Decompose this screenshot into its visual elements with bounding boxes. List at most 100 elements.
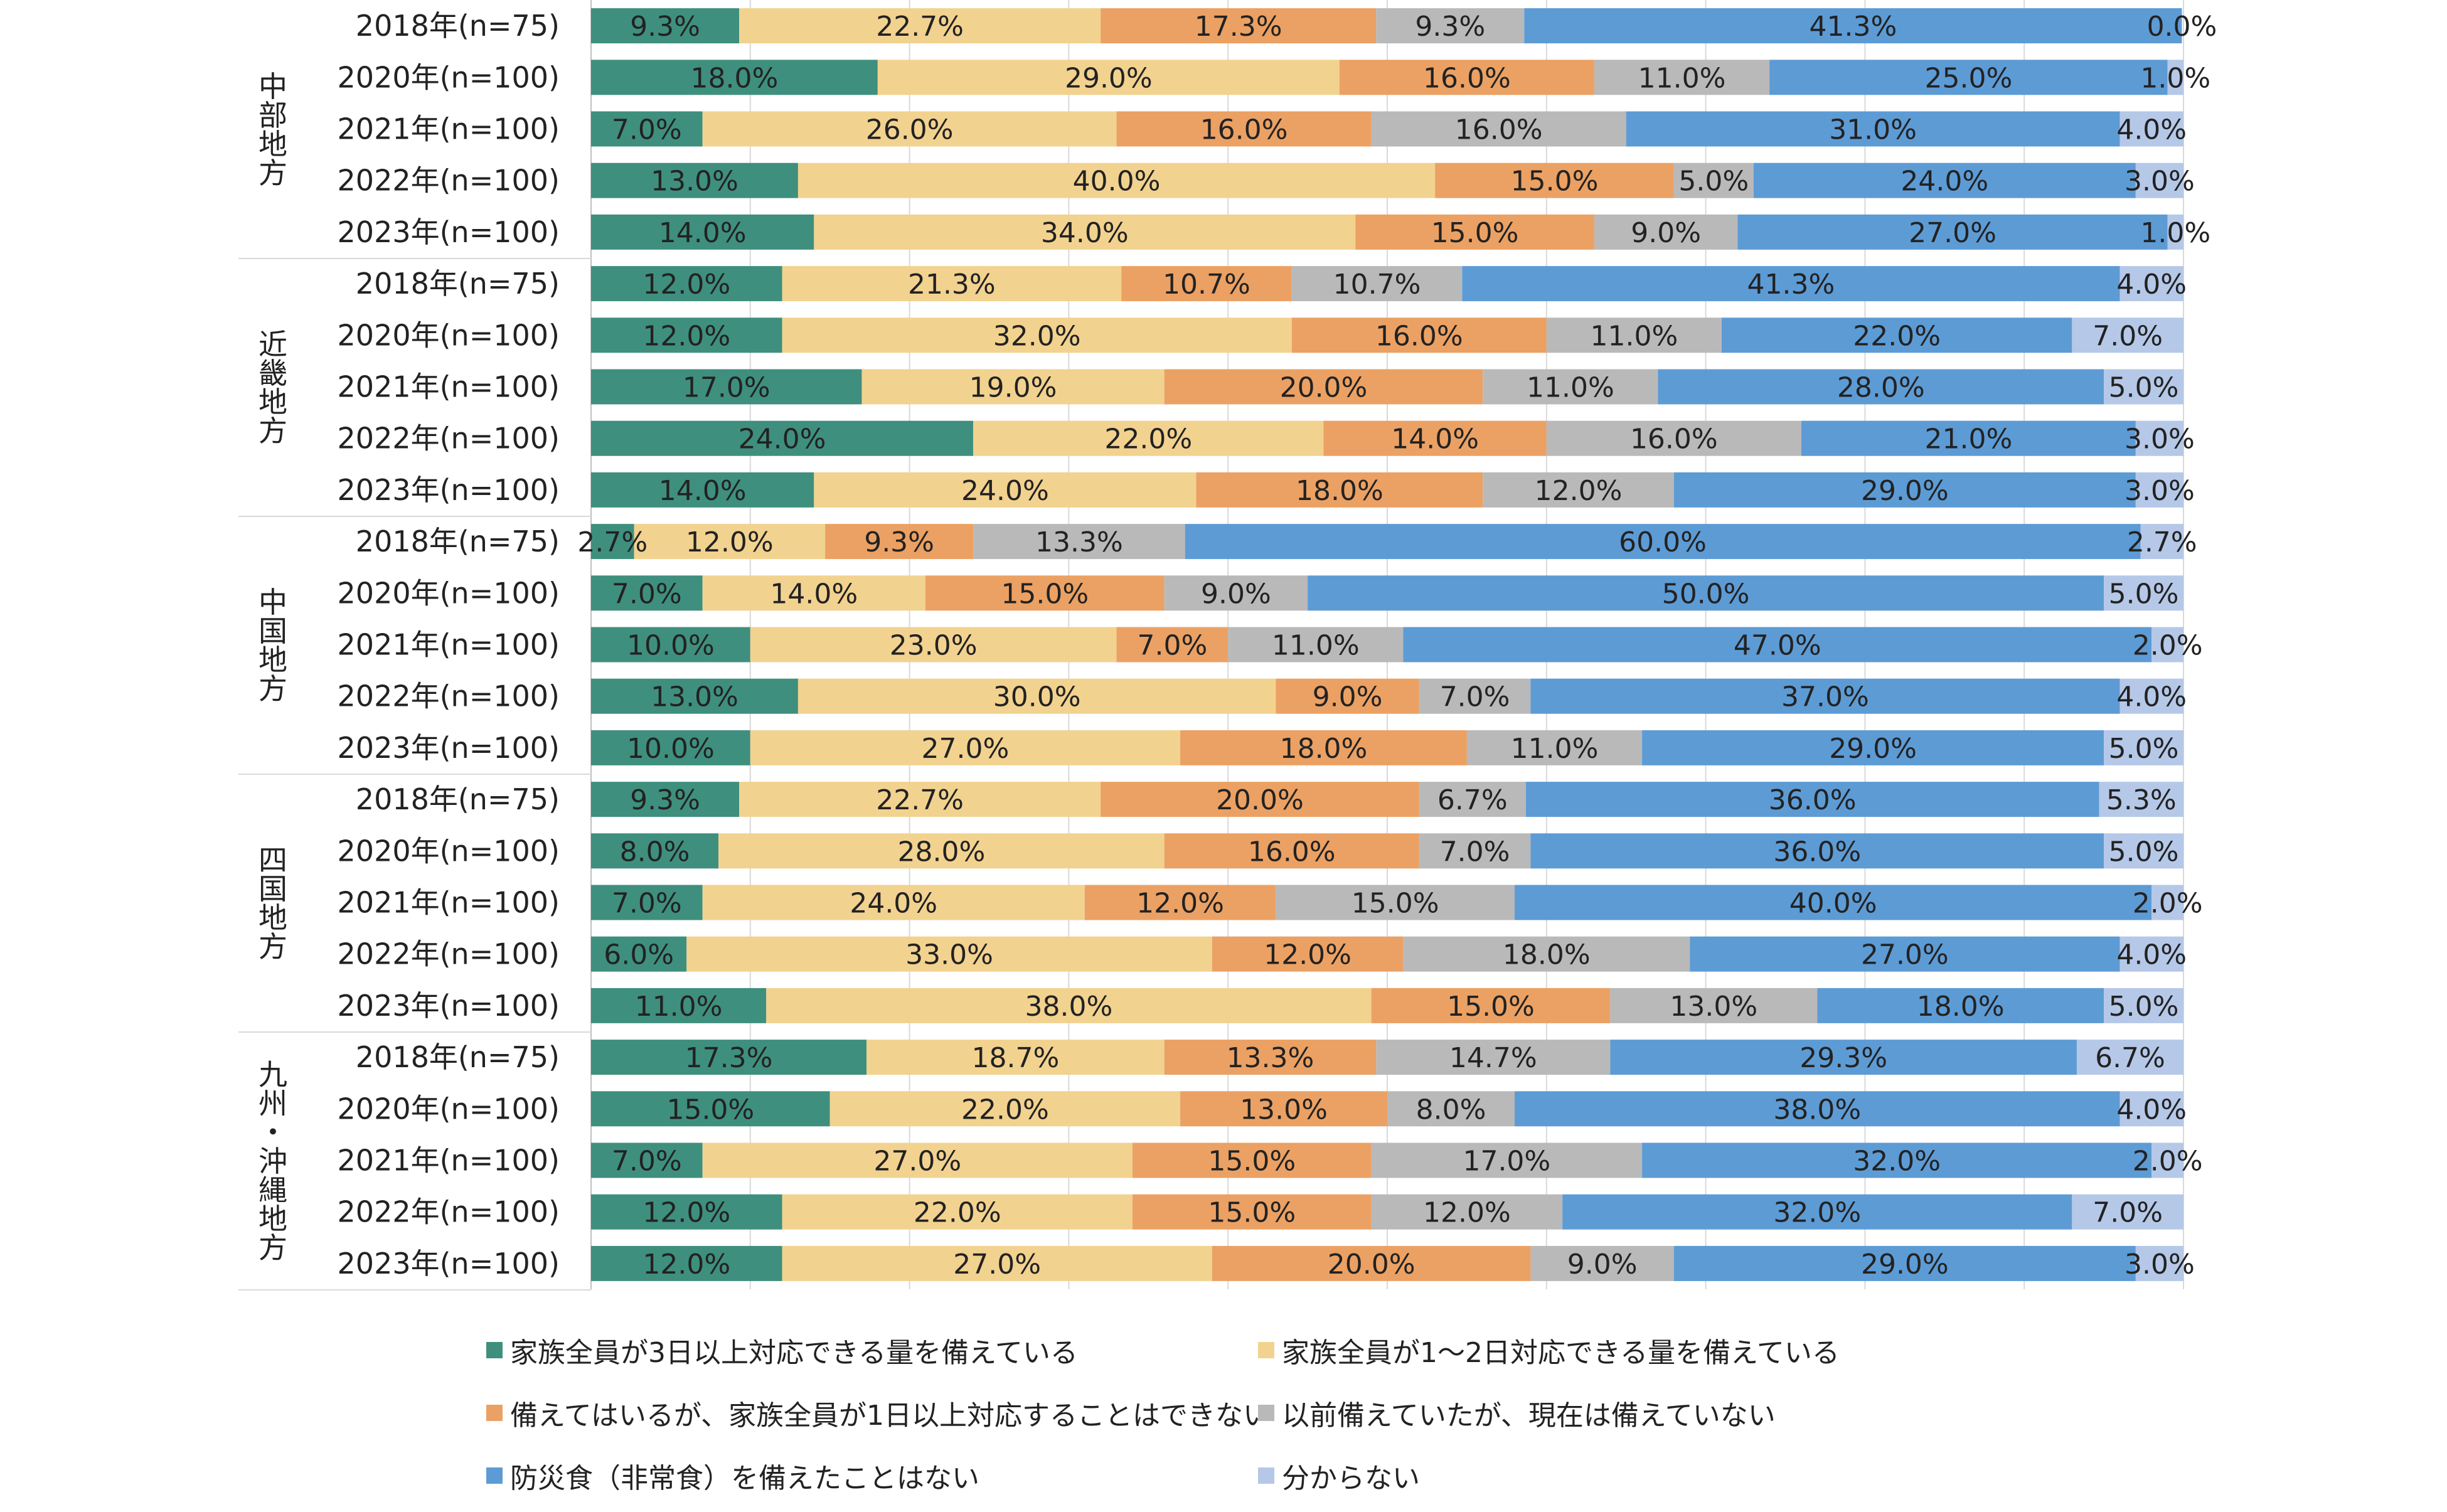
bar-segment [591,1245,782,1281]
data-label: 9.3% [630,784,700,816]
data-label: 7.0% [2092,1197,2163,1229]
bar-segment [1101,782,1419,817]
bar-segment [1610,988,1818,1023]
data-label: 60.0% [1619,526,1707,558]
data-label: 29.0% [1861,475,1949,507]
data-label: 15.0% [1431,217,1519,249]
category-label: 2021年(n=100) [338,886,560,920]
bar-segment [1164,369,1483,405]
bar-segment [814,214,1356,250]
bar-segment [1132,1194,1372,1230]
bar-segment [797,678,1276,714]
category-label: 2023年(n=100) [338,473,560,507]
bar-segment [1673,1245,2136,1281]
bar-segment [1323,420,1547,456]
data-label: 5.0% [2109,372,2179,404]
category-label: 2021年(n=100) [338,628,560,662]
data-label: 16.0% [1248,836,1336,868]
bar-segment [1673,162,1754,198]
data-label: 18.0% [1296,475,1383,507]
data-label: 38.0% [1025,991,1113,1023]
data-label: 24.0% [738,423,826,455]
bar-segment [591,627,750,663]
data-label: 29.0% [1829,733,1917,765]
data-label: 21.0% [1924,423,2012,455]
bar-segment [1116,627,1229,663]
data-label: 15.0% [1001,578,1089,610]
data-label: 7.0% [1440,681,1510,713]
data-label: 29.0% [1861,1248,1949,1280]
data-label: 7.0% [1440,836,1510,868]
data-label: 14.0% [770,578,858,610]
bar-segment [591,266,782,302]
bar-segment [1546,420,1801,456]
group-label: 九州・沖縄地方 [254,1060,288,1262]
data-label: 6.0% [604,939,674,971]
legend-item: 以前備えていたが、現在は備えていない [1258,1393,1776,1433]
category-label: 2020年(n=100) [338,318,560,352]
data-label: 27.0% [873,1146,961,1178]
data-label: 25.0% [1924,62,2012,94]
data-label: 4.0% [2116,939,2187,971]
data-label: 24.0% [961,475,1049,507]
data-label: 32.0% [993,320,1081,352]
data-label: 15.0% [1511,166,1599,198]
data-label: 7.0% [612,1146,682,1178]
data-label: 29.0% [1065,62,1153,94]
data-label: 15.0% [1208,1146,1296,1178]
bar-segment [591,1091,830,1127]
data-label: 13.0% [651,681,738,713]
bar-segment [1164,575,1308,611]
bar-segment [1769,60,2168,95]
data-labels: 9.3% 22.7% 17.3% 9.3% 41.3% 0.0% 18.0% 29.0% 16.… [577,11,2217,1280]
bar-segment [591,988,767,1023]
bar-segment [591,936,687,972]
category-label: 2023年(n=100) [338,215,560,249]
group-label: 中国地方 [254,587,288,703]
bar-segment [2072,1194,2183,1230]
bar-segment [2167,60,2183,95]
data-label: 4.0% [2116,1094,2187,1126]
group-label: 中部地方 [254,72,288,187]
data-label: 17.0% [683,372,770,404]
category-label: 2022年(n=100) [338,1195,560,1229]
bar-segment [1737,214,2168,250]
data-label: 15.0% [1208,1197,1296,1229]
data-label: 15.0% [1447,991,1535,1023]
data-label: 3.0% [2124,475,2195,507]
data-label: 17.3% [685,1042,773,1074]
bar-segment [591,524,634,560]
data-label: 8.0% [1416,1094,1486,1126]
bar-segment [591,472,814,508]
data-label: 7.0% [2092,320,2163,352]
bar-segment [782,266,1122,302]
bar-segment [1403,936,1690,972]
bar-segment [1610,1040,2077,1075]
bar-segment [825,524,974,560]
data-label: 37.0% [1781,681,1869,713]
data-label: 12.0% [642,320,730,352]
category-label: 2018年(n=75) [356,9,560,43]
bar-segment [1530,678,2120,714]
data-label: 41.3% [1809,11,1897,43]
data-label: 13.3% [1035,526,1123,558]
data-label: 33.0% [905,939,993,971]
bars [591,8,2183,1281]
bar-segment [2076,1040,2183,1075]
legend-item: 家族全員が1～2日対応できる量を備えている [1258,1330,1840,1370]
bar-segment [2151,1142,2183,1178]
data-label: 11.0% [1638,62,1726,94]
legend-label: 分からない [1282,1462,1420,1494]
bar-segment [591,420,974,456]
bar-segment [1116,111,1372,147]
category-label: 2023年(n=100) [338,731,560,765]
bar-segment [2104,575,2183,611]
data-label: 5.0% [1678,166,1749,198]
bar-segment [1371,988,1611,1023]
bar-segment [2104,730,2183,765]
legend-item: 備えてはいるが、家族全員が1日以上対応することはできない [486,1393,1271,1433]
data-label: 10.0% [627,630,715,662]
bar-segment [2099,782,2183,817]
data-label: 22.0% [1104,423,1192,455]
